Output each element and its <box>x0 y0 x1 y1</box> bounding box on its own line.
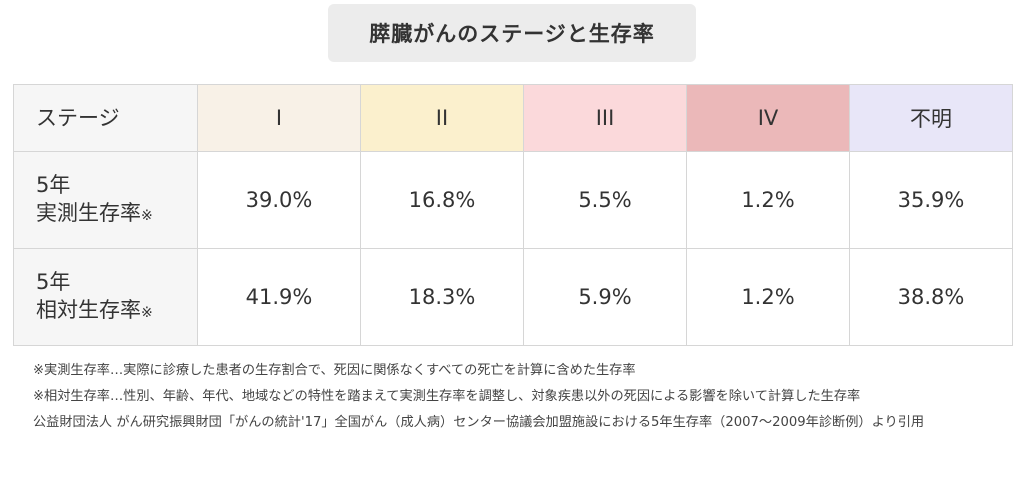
table-cell: 5.9% <box>523 248 687 346</box>
footnotes: ※実測生存率…実際に診療した患者の生存割合で、死因に関係なくすべての死亡を計算に… <box>33 360 993 438</box>
footnote-observed: ※実測生存率…実際に診療した患者の生存割合で、死因に関係なくすべての死亡を計算に… <box>33 363 636 378</box>
page-title: 膵臓がんのステージと生存率 <box>328 4 696 62</box>
stage-header-3: III <box>523 84 687 152</box>
footnote-mark: ※ <box>141 207 153 224</box>
row-header-line2: 相対生存率 <box>36 297 141 322</box>
table-cell: 16.8% <box>360 151 524 249</box>
table-cell: 18.3% <box>360 248 524 346</box>
row-header-relative: 5年 相対生存率※ <box>13 248 198 346</box>
footnote-mark: ※ <box>141 304 153 321</box>
row-header-line2: 実測生存率 <box>36 200 141 225</box>
table-header-row: ステージ I II III IV 不明 <box>13 84 1013 152</box>
survival-rate-table: ステージ I II III IV 不明 5年 実測生存率※ 39.0% 16.8… <box>13 84 1013 346</box>
table-cell: 35.9% <box>849 151 1013 249</box>
table-cell: 1.2% <box>686 151 850 249</box>
table-row: 5年 実測生存率※ 39.0% 16.8% 5.5% 1.2% 35.9% <box>13 151 1013 249</box>
stage-header-label: ステージ <box>13 84 198 152</box>
stage-header-2: II <box>360 84 524 152</box>
stage-header-unknown: 不明 <box>849 84 1013 152</box>
table-cell: 41.9% <box>197 248 361 346</box>
table-row: 5年 相対生存率※ 41.9% 18.3% 5.9% 1.2% 38.8% <box>13 248 1013 346</box>
source-citation: 公益財団法人 がん研究振興財団「がんの統計'17」全国がん（成人病）センター協議… <box>33 415 925 430</box>
table-cell: 39.0% <box>197 151 361 249</box>
table-cell: 1.2% <box>686 248 850 346</box>
table-cell: 38.8% <box>849 248 1013 346</box>
table-cell: 5.5% <box>523 151 687 249</box>
footnote-relative: ※相対生存率…性別、年齢、年代、地域などの特性を踏まえて実測生存率を調整し、対象… <box>33 389 861 404</box>
row-header-observed: 5年 実測生存率※ <box>13 151 198 249</box>
row-header-line1: 5年 <box>36 269 71 294</box>
stage-header-4: IV <box>686 84 850 152</box>
stage-header-1: I <box>197 84 361 152</box>
row-header-line1: 5年 <box>36 172 71 197</box>
